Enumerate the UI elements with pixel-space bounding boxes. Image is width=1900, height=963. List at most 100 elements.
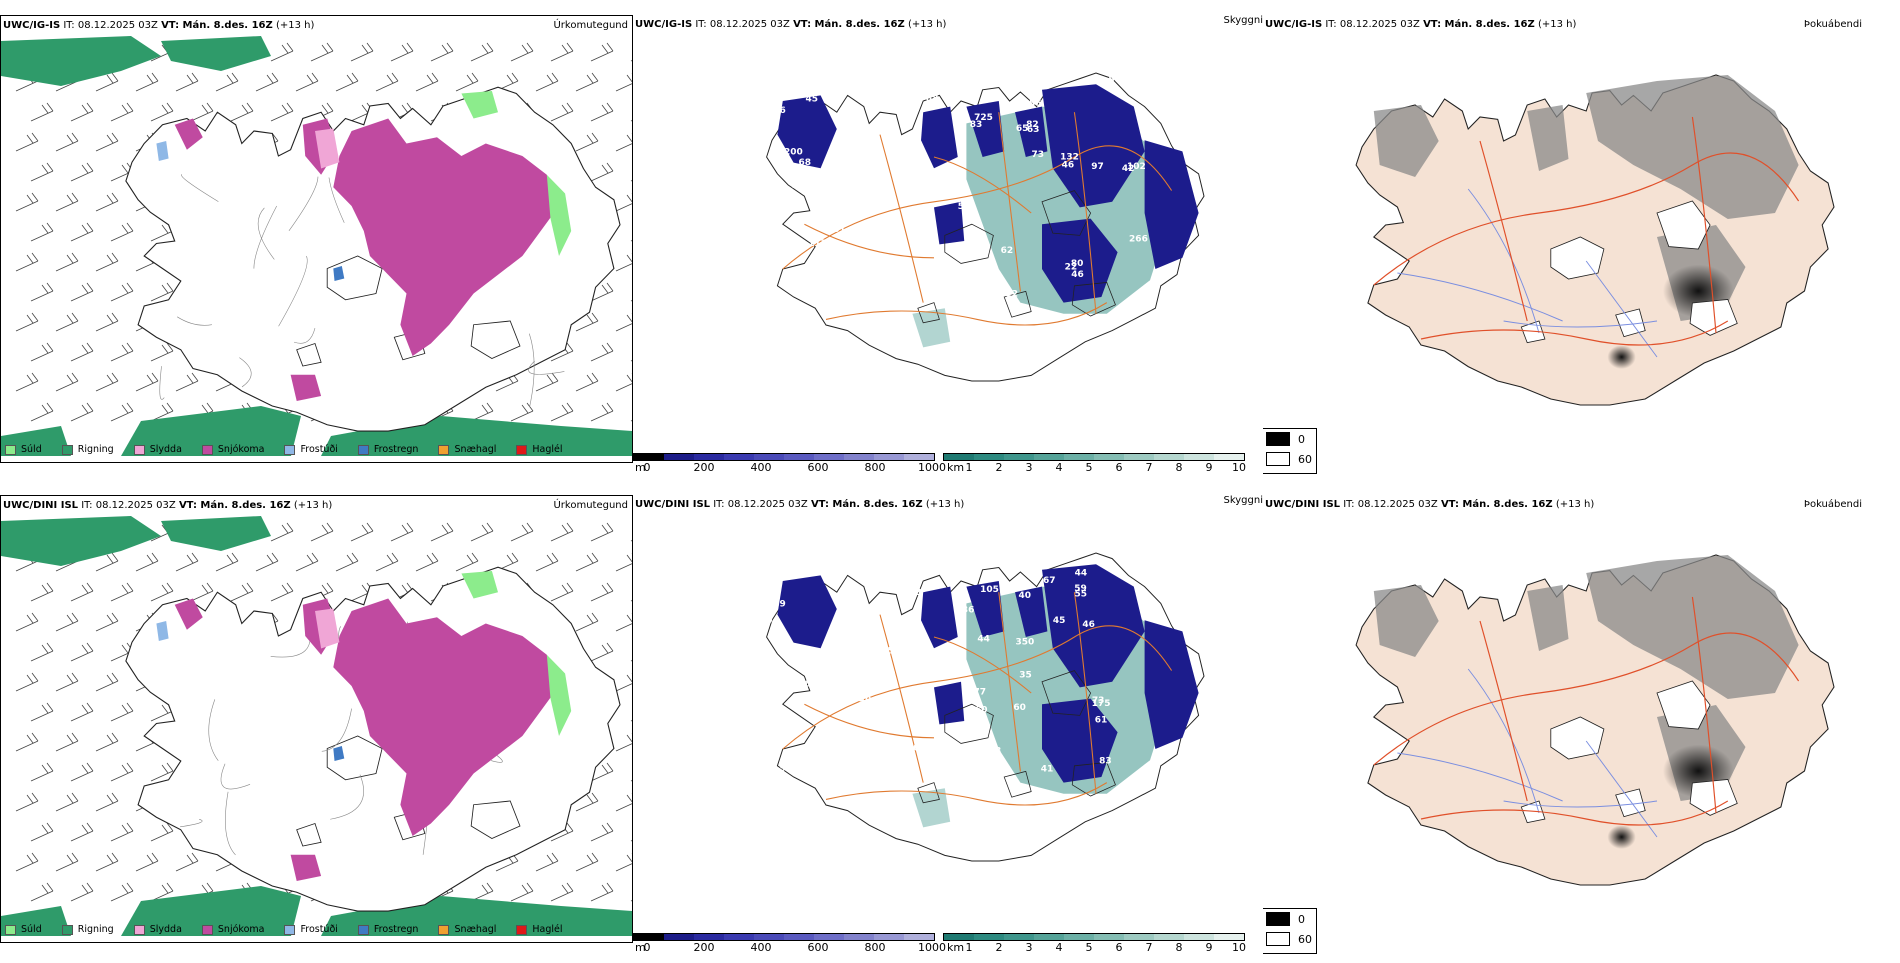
wind-barb (95, 552, 119, 572)
legend-swatch (284, 924, 296, 935)
model-name: UWC/DINI ISL (635, 499, 711, 510)
river-line (239, 357, 252, 388)
cloud-height-label: 40 (1019, 591, 1032, 601)
road (1479, 620, 1528, 802)
colorbar-tick: 3 (1025, 941, 1033, 954)
colorbar-tick: 3 (1025, 461, 1033, 474)
wind-barb (110, 582, 134, 602)
model-name: UWC/IG-IS (635, 19, 693, 30)
glacier-outline (1071, 762, 1116, 797)
cloud-height-label: 426 (760, 236, 779, 246)
road (804, 223, 935, 259)
wind-barb (630, 900, 632, 902)
glacier-outline (1071, 282, 1116, 317)
wind-barb (110, 102, 134, 122)
precip-map (1, 36, 632, 456)
precip-legend-item: Frostregn (357, 924, 418, 935)
wind-barb (590, 642, 614, 662)
wind-barb (70, 642, 94, 662)
colorbar-tick: 600 (807, 461, 829, 474)
legend-label: Haglél (532, 924, 563, 935)
colorbar-tick: 6 (1115, 941, 1123, 954)
wind-barb (430, 522, 454, 542)
road (1691, 116, 1717, 334)
rain-area (121, 886, 301, 936)
fog-legend-item: 0 (1263, 909, 1316, 929)
height-colorbar: m 0 200 400 600 800 1000 (633, 453, 946, 475)
cloud-height-label: 65 (1016, 124, 1029, 134)
it-label: IT: (695, 19, 707, 30)
cloud-height-label: 83 (970, 120, 983, 130)
legend-swatch (133, 444, 145, 455)
wind-barb (455, 72, 479, 92)
init-time: 08.12.2025 03Z (1339, 19, 1420, 30)
panel-title: UWC/IG-IS IT: 08.12.2025 03Z VT: Mán. 8.… (635, 19, 946, 30)
colorbar-tick: 400 (750, 461, 772, 474)
wind-barb (575, 552, 599, 572)
cloud-height-label: 40 (859, 695, 872, 705)
river-line (278, 255, 308, 327)
snow-area (174, 598, 203, 630)
lead-time: (+13 h) (1537, 19, 1577, 30)
cloud-height-label: 46 (1062, 161, 1075, 171)
wind-barb (190, 102, 214, 122)
cloud-height-label: 64 (944, 172, 957, 182)
colorbar-unit: km (947, 461, 965, 474)
colorbar-tick: 9 (1205, 461, 1213, 474)
cloud-height-label: 266 (1129, 235, 1148, 245)
wind-barb (455, 552, 479, 572)
wind-barb (70, 162, 94, 182)
legend-label: 60 (1298, 932, 1312, 946)
wind-barb (590, 162, 614, 182)
wind-barb (95, 672, 119, 692)
model-name: UWC/DINI ISL (3, 500, 79, 511)
wind-barb (95, 252, 119, 272)
wind-barb (110, 402, 134, 422)
fog-heading: Þokuábendi (1803, 499, 1862, 510)
cloud-height-label: 73 (775, 196, 788, 206)
low-cloud-area (777, 575, 837, 649)
frost-drizzle-area (156, 141, 169, 161)
wind-barb (615, 313, 632, 332)
cloud-height-label: 10 (916, 164, 929, 174)
wind-barb (615, 373, 632, 392)
legend-swatch (438, 444, 450, 455)
wind-barb (575, 132, 599, 152)
colorbar-tick: 10 (1232, 941, 1246, 954)
wind-barb (70, 402, 94, 422)
cloud-height-label: 60 (975, 706, 988, 716)
cloud-height-label: 61 (833, 225, 846, 235)
wind-barb (630, 300, 632, 302)
cloud-height-label: 37 (814, 675, 827, 685)
wind-barb (510, 522, 534, 542)
snow-area (174, 118, 203, 150)
legend-swatch (1266, 932, 1290, 946)
rain-area (1, 36, 161, 86)
precip-legend-item: Frostúði (284, 924, 338, 935)
colorbar-tick: 400 (750, 941, 772, 954)
wind-barb (390, 522, 414, 542)
cloud-height-label: 42 (895, 157, 908, 167)
colorbar-tick: 5 (1085, 461, 1093, 474)
wind-barb (295, 552, 319, 572)
legend-swatch (438, 924, 450, 935)
wind-barb (615, 253, 632, 272)
colorbar-gradient (943, 453, 1245, 461)
cloud-height-label: 53 (888, 647, 901, 657)
cloud-height-label: 33 (909, 588, 922, 598)
colorbar-tick: 9 (1205, 941, 1213, 954)
precip-map (1, 516, 632, 936)
wind-barb (70, 882, 94, 902)
road (933, 636, 1032, 694)
cloud-visibility-map-panel: UWC/DINI ISL IT: 08.12.2025 03Z VT: Mán.… (633, 495, 1263, 963)
drizzle-area (546, 174, 572, 256)
wind-barb (30, 222, 54, 242)
low-cloud-area (1144, 620, 1199, 749)
colorbar-tick: 6 (1115, 461, 1123, 474)
glacier-outline (470, 800, 521, 839)
cloud-height-label: 41 (1041, 764, 1054, 774)
colorbar-tick: 800 (864, 941, 886, 954)
cloud-height-label: 91 (853, 662, 866, 672)
init-time: 08.12.2025 03Z (727, 499, 808, 510)
colorbar-unit: m (635, 941, 646, 954)
